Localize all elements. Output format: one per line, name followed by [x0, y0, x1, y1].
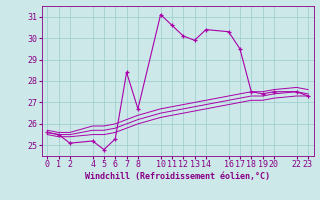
- X-axis label: Windchill (Refroidissement éolien,°C): Windchill (Refroidissement éolien,°C): [85, 172, 270, 181]
